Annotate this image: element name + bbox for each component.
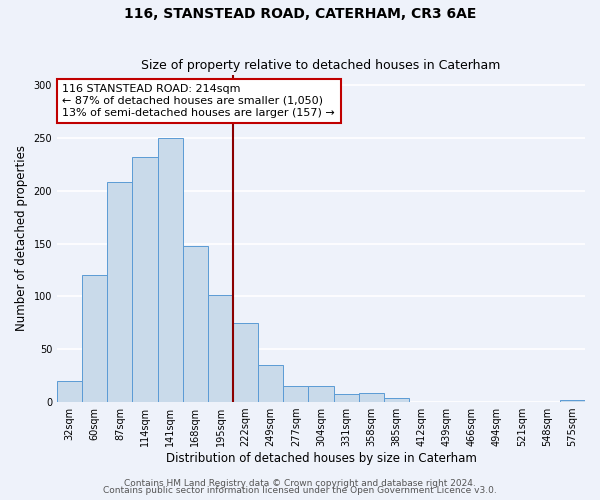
Text: 116 STANSTEAD ROAD: 214sqm
← 87% of detached houses are smaller (1,050)
13% of s: 116 STANSTEAD ROAD: 214sqm ← 87% of deta… xyxy=(62,84,335,117)
Bar xyxy=(57,381,82,402)
Bar xyxy=(158,138,183,402)
Bar xyxy=(283,386,308,402)
Bar xyxy=(208,296,233,402)
Text: Contains public sector information licensed under the Open Government Licence v3: Contains public sector information licen… xyxy=(103,486,497,495)
X-axis label: Distribution of detached houses by size in Caterham: Distribution of detached houses by size … xyxy=(166,452,476,465)
Title: Size of property relative to detached houses in Caterham: Size of property relative to detached ho… xyxy=(142,59,501,72)
Bar xyxy=(258,365,283,402)
Text: Contains HM Land Registry data © Crown copyright and database right 2024.: Contains HM Land Registry data © Crown c… xyxy=(124,478,476,488)
Bar xyxy=(133,157,158,402)
Bar xyxy=(308,386,334,402)
Bar xyxy=(183,246,208,402)
Bar xyxy=(560,400,585,402)
Bar xyxy=(233,323,258,402)
Text: 116, STANSTEAD ROAD, CATERHAM, CR3 6AE: 116, STANSTEAD ROAD, CATERHAM, CR3 6AE xyxy=(124,8,476,22)
Bar xyxy=(334,394,359,402)
Y-axis label: Number of detached properties: Number of detached properties xyxy=(15,146,28,332)
Bar xyxy=(384,398,409,402)
Bar xyxy=(359,392,384,402)
Bar xyxy=(82,276,107,402)
Bar xyxy=(107,182,133,402)
